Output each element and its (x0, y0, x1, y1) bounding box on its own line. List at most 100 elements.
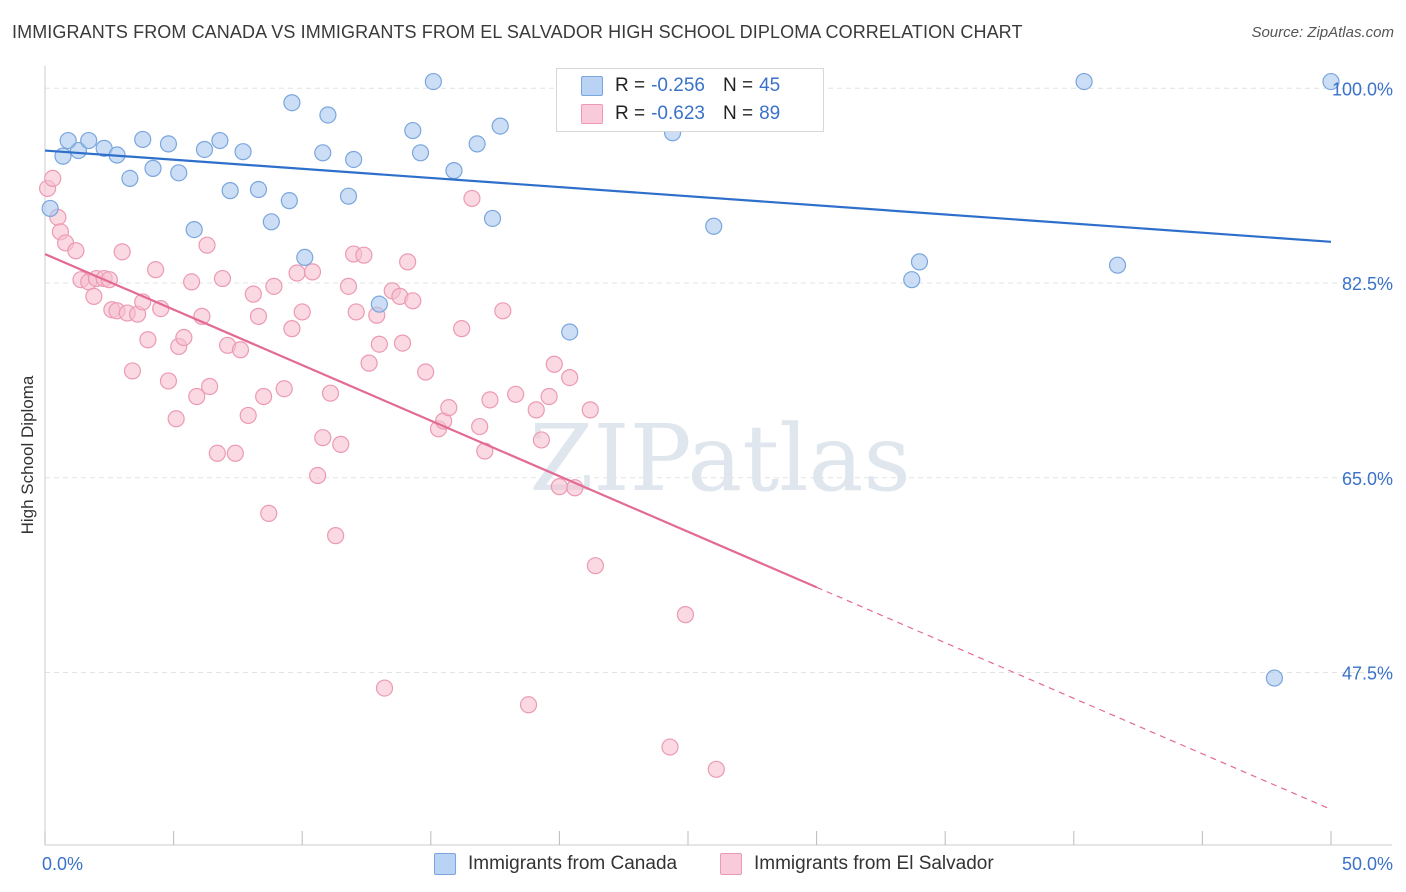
canada-point (283, 94, 301, 112)
el-salvador-point (159, 372, 178, 390)
legend-r-key: R = (615, 103, 646, 124)
el-salvador-point (113, 243, 131, 261)
el-salvador-point (283, 320, 301, 338)
canada-trend-line (44, 149, 1332, 243)
canada-point (170, 164, 188, 182)
el-salvador-point (327, 527, 345, 545)
el-salvador-point (208, 444, 226, 462)
canada-point (185, 220, 203, 239)
el-salvador-point (260, 504, 278, 522)
canada-point (468, 135, 486, 153)
grid-lines (45, 87, 1392, 674)
el-salvador-point (463, 189, 481, 208)
legend-r-value: -0.623 (651, 103, 705, 124)
x-tick-label: 50.0% (1342, 854, 1393, 874)
canada-point (1265, 669, 1284, 687)
canada-point (296, 248, 314, 267)
chart-title: IMMIGRANTS FROM CANADA VS IMMIGRANTS FRO… (12, 22, 1023, 42)
trend-lines (44, 149, 1332, 810)
el-salvador-point (453, 320, 471, 338)
y-tick-label: 100.0% (1332, 79, 1393, 99)
canada-points (41, 72, 1340, 687)
el-salvador-point (494, 302, 512, 320)
el-salvador-point (375, 679, 394, 697)
el-salvador-legend-swatch (720, 853, 742, 875)
source-label: Source: ZipAtlas.com (1251, 24, 1394, 41)
el-salvador-point (676, 606, 695, 624)
el-salvador-point (188, 387, 206, 406)
el-salvador-point (303, 263, 322, 281)
el-salvador-point (146, 261, 165, 279)
canada-point (249, 180, 268, 199)
canada-point (280, 192, 298, 210)
canada-point (903, 271, 921, 289)
legend-r-value: -0.256 (651, 75, 705, 96)
x-tick-label: 0.0% (42, 854, 83, 874)
canada-point (144, 159, 162, 177)
canada-point (221, 182, 239, 200)
el-salvador-point (519, 696, 538, 714)
canada-point (1322, 72, 1340, 91)
y-tick-label: 65.0% (1342, 469, 1393, 489)
el-salvador-point (471, 417, 489, 436)
el-salvador-point (661, 738, 679, 756)
canada-point (1108, 256, 1127, 274)
canada-point (121, 169, 139, 187)
el-salvador-point (404, 292, 422, 310)
bottom-legend-el-salvador: Immigrants from El Salvador (720, 851, 994, 877)
canada-point (134, 130, 152, 149)
el-salvador-point (707, 760, 725, 778)
canada-point (345, 150, 363, 169)
el-salvador-point (288, 264, 306, 282)
canada-point (404, 121, 422, 140)
el-salvador-point (123, 362, 142, 380)
canada-point (483, 209, 502, 228)
el-salvador-point (370, 335, 388, 353)
canada-point (234, 143, 252, 161)
legend-r-key: R = (615, 75, 646, 96)
el-salvador-point (507, 385, 525, 403)
el-salvador-point (67, 242, 85, 260)
legend-row-canada: R = -0.256 N = 45 (557, 72, 780, 100)
canada-swatch (581, 76, 603, 96)
canada-point (159, 135, 178, 153)
el-salvador-legend-label: Immigrants from El Salvador (754, 853, 994, 874)
canada-point (411, 144, 430, 162)
canada-legend-swatch (434, 853, 456, 875)
el-salvador-point (545, 355, 563, 373)
el-salvador-point (239, 406, 257, 425)
canada-point (1075, 72, 1093, 91)
el-salvador-point (393, 334, 412, 352)
el-salvador-point (540, 387, 558, 406)
legend-n-value: 45 (759, 75, 781, 96)
canada-point (80, 131, 98, 150)
el-salvador-point (167, 410, 185, 428)
el-salvador-point (139, 331, 157, 349)
el-salvador-point (213, 269, 232, 288)
el-salvador-point (183, 273, 201, 291)
el-salvador-point (265, 277, 283, 295)
el-salvador-point (198, 236, 216, 254)
canada-point (561, 323, 579, 341)
el-salvador-point (293, 303, 311, 321)
legend-row-el-salvador: R = -0.623 N = 89 (557, 100, 780, 128)
canada-point (339, 187, 358, 205)
tick-labels: 100.0% 82.5% 65.0% 47.5% 0.0% 50.0% (42, 79, 1393, 874)
canada-point (41, 199, 59, 218)
bottom-legend-canada: Immigrants from Canada (434, 851, 677, 877)
el-salvador-point (355, 246, 373, 264)
el-salvador-trend-line (44, 253, 818, 589)
el-salvador-points (38, 169, 725, 778)
el-salvador-point (244, 285, 262, 303)
canada-point (262, 213, 280, 231)
el-salvador-point (586, 557, 605, 575)
canada-point (319, 106, 337, 124)
canada-point (69, 141, 88, 160)
legend-n-value: 89 (759, 103, 781, 124)
el-salvador-point (249, 307, 268, 325)
el-salvador-point (347, 303, 365, 321)
canada-point (910, 253, 929, 271)
el-salvador-point (339, 277, 358, 295)
watermark: ZIPatlas (529, 405, 910, 512)
el-salvador-trend-line-extension (816, 586, 1332, 810)
